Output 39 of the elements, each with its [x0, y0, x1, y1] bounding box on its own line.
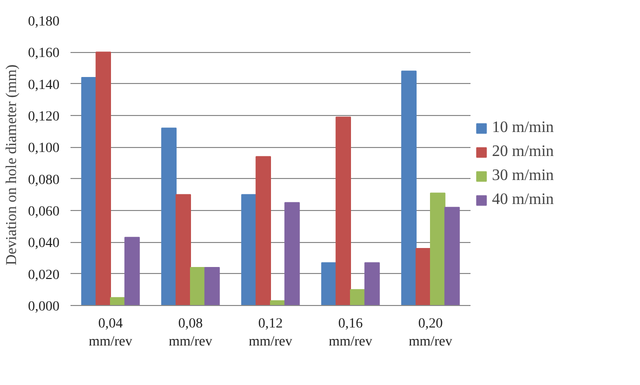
bar [204, 267, 220, 306]
x-tick-label: 0,20 mm/rev [408, 316, 452, 350]
bar [401, 70, 417, 306]
bar [241, 194, 257, 306]
y-tick-label: 0,120 [28, 110, 60, 124]
y-axis-title: Deviation on hole diameter (mm) [4, 64, 20, 266]
y-tick-label: 0,180 [28, 14, 60, 30]
bar [110, 297, 126, 306]
legend-label: 10 m/min [492, 119, 554, 137]
bar [321, 262, 337, 306]
bar [350, 289, 366, 306]
bar [124, 236, 140, 306]
bar [190, 267, 206, 306]
bar [96, 52, 111, 306]
y-tick-label: 0,140 [28, 78, 60, 93]
y-tick-label: 0,100 [28, 141, 60, 156]
bar [161, 128, 177, 306]
legend-label: 20 m/min [492, 143, 554, 161]
x-tick-label: 0,12 mm/rev [248, 316, 292, 350]
y-tick-label: 0,040 [28, 236, 60, 252]
bar [416, 248, 431, 306]
bar [336, 116, 351, 306]
bar [81, 77, 97, 306]
bar [444, 206, 460, 306]
y-tick-label: 0,000 [28, 300, 60, 314]
x-tick-label: 0,08 mm/rev [168, 316, 212, 350]
x-tick-label: 0,16 mm/rev [328, 316, 372, 350]
legend-label: 40 m/min [492, 191, 554, 209]
bar [364, 262, 380, 306]
y-tick-label: 0,080 [28, 172, 60, 188]
y-tick-label: 0,020 [28, 268, 60, 283]
bar [176, 194, 191, 306]
bar [284, 202, 300, 306]
y-tick-label: 0,160 [28, 46, 60, 62]
legend-label: 30 m/min [492, 167, 554, 185]
bar [256, 156, 271, 306]
x-tick-label: 0,04 mm/rev [88, 316, 132, 350]
bar [430, 192, 446, 306]
y-tick-label: 0,060 [28, 204, 60, 220]
